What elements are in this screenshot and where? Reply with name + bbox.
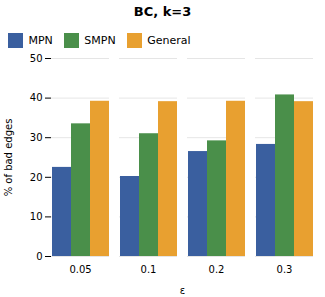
svg-text:20: 20 <box>30 172 43 183</box>
svg-text:0.1: 0.1 <box>141 264 157 275</box>
svg-text:0: 0 <box>36 251 42 262</box>
svg-text:10: 10 <box>30 211 43 222</box>
svg-text:0.2: 0.2 <box>209 264 225 275</box>
html-text:BC, k=3: BC, k=3 <box>133 4 192 19</box>
svg-text:ε: ε <box>180 285 185 296</box>
svg-text:30: 30 <box>30 132 43 143</box>
svg-text:0.3: 0.3 <box>277 264 293 275</box>
svg-text:0.05: 0.05 <box>69 264 91 275</box>
svg-text:50: 50 <box>30 53 43 64</box>
html-text:MPN: MPN <box>28 34 53 47</box>
svg-text:40: 40 <box>30 92 43 103</box>
svg-text:% of bad edges: % of bad edges <box>3 119 14 197</box>
html-text:SMPN: SMPN <box>84 34 116 47</box>
html-text:General: General <box>147 34 191 47</box>
